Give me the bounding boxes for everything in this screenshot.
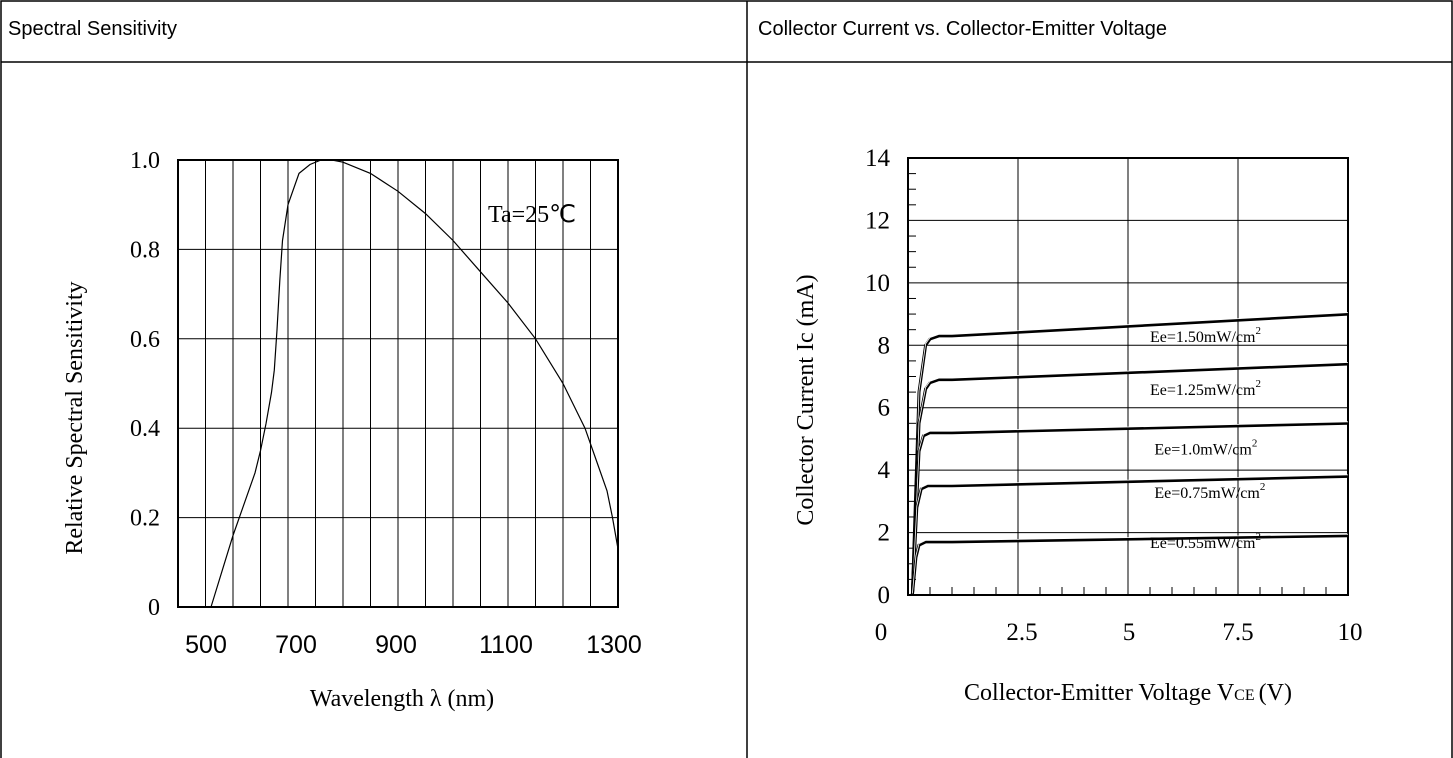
c2-y-tick-label: 10 — [865, 270, 890, 297]
c1-y-axis-label: Relative Spectral Sensitivity — [62, 281, 88, 554]
c2-series-label-text: Ee=0.75mW/cm — [1154, 485, 1260, 502]
c2-series-label-sup: 2 — [1255, 531, 1261, 543]
c2-y-tick-labels: 0 2 4 6 8 10 12 14 — [865, 145, 891, 609]
c1-y-tick-label: 0.2 — [130, 506, 160, 532]
c2-series-label-sup: 2 — [1255, 325, 1261, 337]
c2-series-line-highlight — [912, 533, 1349, 594]
c2-series-label-sup: 2 — [1255, 378, 1261, 390]
c2-series-label-text: Ee=1.25mW/cm — [1150, 382, 1256, 399]
c2-series-label: Ee=0.55mW/cm2 — [1150, 531, 1261, 552]
c2-series-line-highlight — [912, 421, 1349, 594]
c2-y-tick-label: 6 — [878, 395, 891, 422]
c2-x-axis-label-unit: (V) — [1259, 680, 1292, 706]
c2-series-line-highlight — [912, 362, 1349, 594]
c2-y-tick-label: 4 — [878, 457, 891, 484]
c1-annotation: Ta=25℃ — [488, 202, 576, 228]
c2-series-label: Ee=1.25mW/cm2 — [1150, 378, 1261, 399]
c2-y-tick-label: 2 — [878, 520, 891, 547]
c1-x-axis-label: Wavelength λ (nm) — [310, 686, 494, 712]
c2-series-label: Ee=0.75mW/cm2 — [1154, 481, 1265, 502]
c1-x-tick-label: 1100 — [479, 631, 533, 659]
spectral-sensitivity-chart: 0 0.2 0.4 0.6 0.8 1.0 500 700 900 1100 1300 Ta=25… — [62, 148, 642, 712]
c2-x-axis-label-sub: CE — [1234, 687, 1254, 704]
c2-y-axis-label: Collector Current Ic (mA) — [793, 274, 819, 525]
c2-series-label-text: Ee=1.0mW/cm — [1154, 442, 1252, 459]
c2-series-line — [910, 534, 1349, 596]
c2-x-tick-label: 10 — [1338, 619, 1363, 646]
c2-series-label: Ee=1.0mW/cm2 — [1154, 438, 1257, 459]
c2-series-line — [910, 421, 1349, 596]
c2-series-labels: Ee=1.50mW/cm2Ee=1.25mW/cm2Ee=1.0mW/cm2Ee… — [1150, 325, 1265, 552]
c2-y-tick-label: 0 — [878, 582, 891, 609]
c2-minor-ticks — [908, 173, 1327, 595]
c1-x-tick-label: 1300 — [586, 631, 642, 659]
c1-plot-frame — [177, 159, 619, 608]
c1-x-tick-labels: 500 700 900 1100 1300 — [185, 631, 642, 659]
collector-current-chart: Ee=1.50mW/cm2Ee=1.25mW/cm2Ee=1.0mW/cm2Ee… — [793, 145, 1363, 706]
c1-y-tick-label: 0.4 — [130, 416, 160, 442]
c2-series-line-highlight — [912, 474, 1349, 594]
c2-x-tick-label: 2.5 — [1006, 619, 1037, 646]
c2-x-tick-label: 7.5 — [1222, 619, 1253, 646]
c2-x-tick-label: 0 — [875, 619, 888, 646]
c1-y-tick-label: 1.0 — [130, 148, 160, 174]
c2-series-label: Ee=1.50mW/cm2 — [1150, 325, 1261, 346]
c2-x-tick-labels: 0 2.5 5 7.5 10 — [875, 619, 1363, 646]
c1-x-tick-label: 700 — [275, 631, 317, 659]
c2-y-tick-label: 8 — [878, 332, 891, 359]
c2-series-line — [910, 312, 1349, 596]
c2-series-line — [910, 362, 1349, 596]
c1-x-tick-label: 900 — [375, 631, 417, 659]
c1-y-tick-label: 0 — [148, 595, 160, 621]
panel-title-spectral: Spectral Sensitivity — [8, 18, 177, 40]
c1-gridlines — [178, 160, 618, 607]
c1-series-line — [210, 159, 619, 608]
c1-y-tick-label: 0.6 — [130, 327, 160, 353]
c2-gridlines — [908, 158, 1348, 595]
c2-y-tick-label: 12 — [865, 207, 890, 234]
c2-series-label-text: Ee=0.55mW/cm — [1150, 535, 1256, 552]
c2-x-axis-label: Collector-Emitter Voltage VCE (V) — [964, 680, 1292, 706]
c2-series-line-highlight — [912, 312, 1349, 594]
c1-x-tick-label: 500 — [185, 631, 227, 659]
c2-y-tick-label: 14 — [865, 145, 891, 172]
c1-y-tick-label: 0.8 — [130, 237, 160, 263]
c2-series-lines — [910, 312, 1349, 596]
c2-x-axis-label-main: Collector-Emitter Voltage V — [964, 680, 1235, 706]
c2-series-label-text: Ee=1.50mW/cm — [1150, 329, 1256, 346]
panel-title-collector: Collector Current vs. Collector-Emitter … — [758, 18, 1168, 40]
c1-y-tick-labels: 0 0.2 0.4 0.6 0.8 1.0 — [130, 148, 160, 621]
c2-x-tick-label: 5 — [1123, 619, 1136, 646]
c2-series-label-sup: 2 — [1260, 481, 1266, 493]
c2-series-label-sup: 2 — [1252, 438, 1258, 450]
